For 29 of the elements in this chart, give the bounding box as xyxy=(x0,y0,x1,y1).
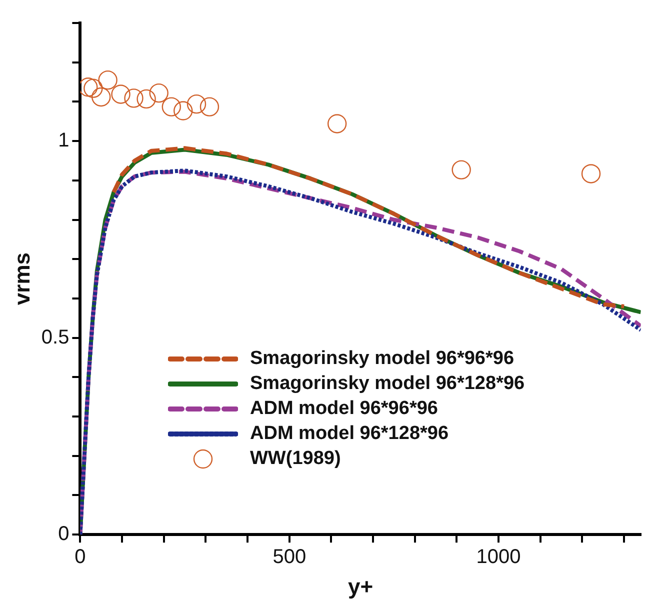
point xyxy=(136,89,156,109)
legend-label: ADM model 96*128*96 xyxy=(250,422,449,444)
point xyxy=(174,101,193,120)
point xyxy=(149,83,168,103)
x-tick-label: 1000 xyxy=(476,546,521,568)
legend-label: ADM model 96*96*96 xyxy=(250,398,438,420)
y-axis-title: vrms xyxy=(9,252,34,306)
legend-label: WW(1989) xyxy=(250,448,341,470)
point xyxy=(84,78,103,98)
point xyxy=(581,164,601,184)
x-tick-label: 500 xyxy=(272,546,306,568)
y-tick-label: 0 xyxy=(58,523,70,546)
legend-label: Smagorinsky model 96*128*96 xyxy=(250,372,525,394)
point xyxy=(327,114,347,134)
point xyxy=(80,78,98,97)
y-tick-label: 1 xyxy=(58,130,70,152)
point xyxy=(92,87,111,107)
legend-label: Smagorinsky model 96*96*96 xyxy=(250,348,514,370)
x-tick-label: 0 xyxy=(74,546,86,568)
x-axis-title: y+ xyxy=(348,574,374,599)
point xyxy=(200,97,220,116)
point xyxy=(124,88,144,108)
point xyxy=(186,94,206,114)
y-tick-label: 0.5 xyxy=(41,326,70,348)
point xyxy=(98,70,118,90)
point xyxy=(111,84,130,104)
point xyxy=(162,97,182,116)
line-series xyxy=(112,146,626,308)
point xyxy=(452,160,471,180)
